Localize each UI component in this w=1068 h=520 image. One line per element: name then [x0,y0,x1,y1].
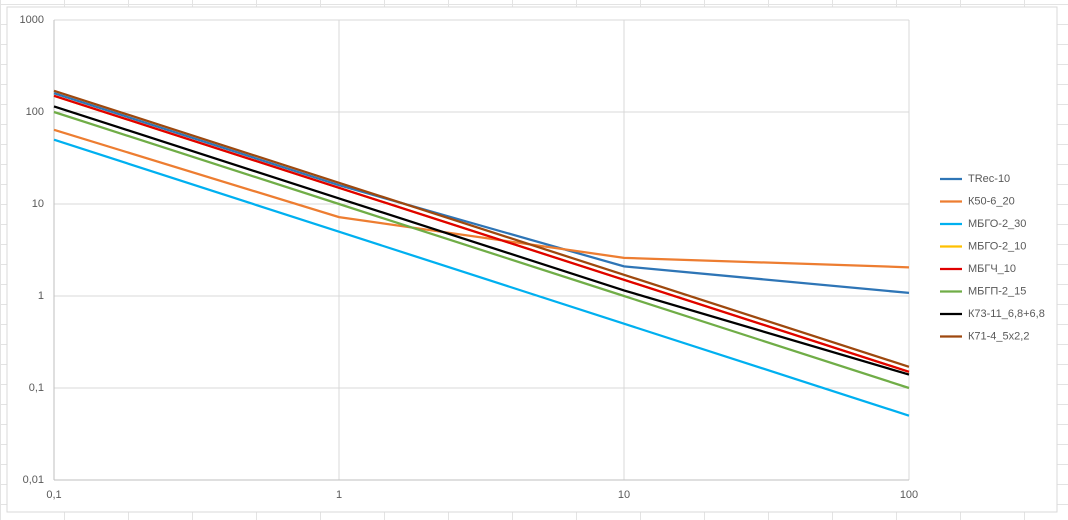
series-line [53,128,910,269]
legend-label: К50-6_20 [968,195,1015,207]
x-tick-label: 100 [900,489,918,501]
series-line [53,105,910,376]
series-line [53,110,910,390]
x-tick-label: 10 [618,489,630,501]
y-tick-label: 1 [38,290,44,302]
y-tick-label: 1000 [20,14,44,26]
series-line [53,94,910,373]
chart-area [6,6,1058,513]
legend-label: К73-11_6,8+6,8 [968,308,1045,320]
legend-label: TRec-10 [968,173,1010,185]
x-tick-label: 1 [336,489,342,501]
series-line [53,138,910,417]
legend-label: К71-4_5х2,2 [968,330,1029,342]
legend-label: МБГО-2_10 [968,240,1026,252]
y-tick-label: 100 [26,106,44,118]
y-tick-label: 0,1 [29,382,44,394]
y-tick-label: 10 [32,198,44,210]
legend-label: МБГЧ_10 [968,263,1016,275]
legend-label: МБГП-2_15 [968,285,1026,297]
y-tick-label: 0,01 [23,474,44,486]
x-tick-label: 0,1 [46,489,61,501]
series-line [53,92,910,295]
legend-label: МБГО-2_30 [968,218,1026,230]
series-line [53,89,910,368]
